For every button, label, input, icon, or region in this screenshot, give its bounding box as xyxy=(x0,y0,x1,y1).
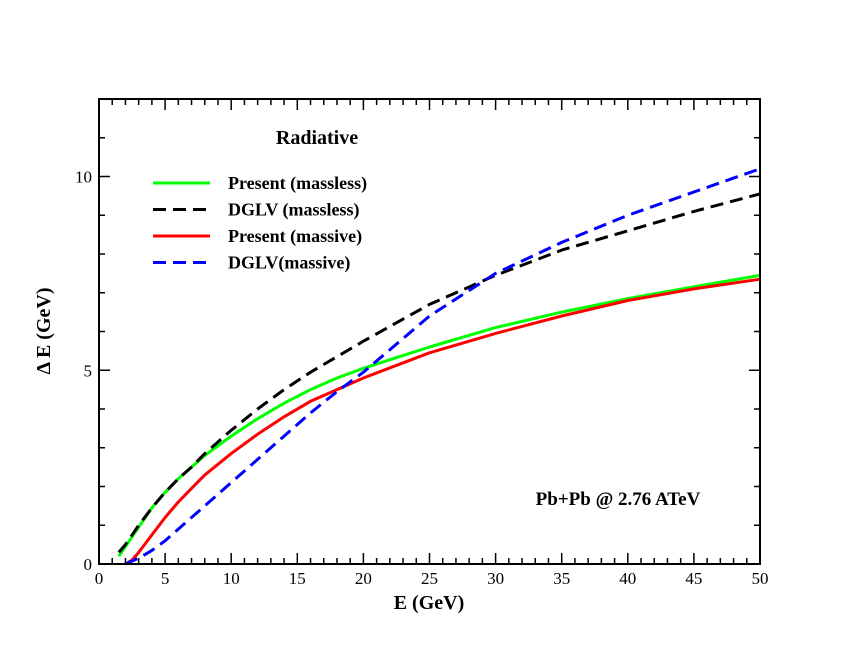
x-tick-label: 40 xyxy=(619,569,636,588)
x-axis-title: E (GeV) xyxy=(394,592,465,614)
series-curves xyxy=(117,167,761,566)
legend-label-1: DGLV (massless) xyxy=(228,200,360,221)
legend-label-2: Present (massive) xyxy=(228,226,362,247)
x-tick-label: 35 xyxy=(553,569,570,588)
legend-label-3: DGLV(massive) xyxy=(228,253,350,274)
x-tick-label: 15 xyxy=(289,569,306,588)
x-tick-label: 10 xyxy=(223,569,240,588)
y-axis-title: Δ E (GeV) xyxy=(33,288,55,375)
y-tick-label: 0 xyxy=(84,555,93,574)
chart-title: Radiative xyxy=(276,127,358,149)
x-tick-label: 0 xyxy=(95,569,104,588)
y-tick-label: 10 xyxy=(75,168,92,187)
x-tick-label: 20 xyxy=(355,569,372,588)
series-line-3 xyxy=(124,167,761,566)
x-tick-label: 5 xyxy=(161,569,170,588)
x-tick-label: 25 xyxy=(421,569,438,588)
plot-frame xyxy=(98,98,761,565)
x-tick-label: 45 xyxy=(685,569,702,588)
legend: Present (massless) DGLV (massless) Present… xyxy=(153,173,367,274)
collision-annotation: Pb+Pb @ 2.76 ATeV xyxy=(536,489,701,510)
series-line-0 xyxy=(117,273,761,558)
tick-labels: 0 5 10 15 20 25 30 35 40 45 50 0 5 10 xyxy=(75,168,769,589)
legend-label-0: Present (massless) xyxy=(228,173,367,194)
x-tick-label: 50 xyxy=(752,569,769,588)
y-tick-label: 5 xyxy=(84,361,93,380)
x-tick-label: 30 xyxy=(487,569,504,588)
series-line-2 xyxy=(124,277,761,566)
